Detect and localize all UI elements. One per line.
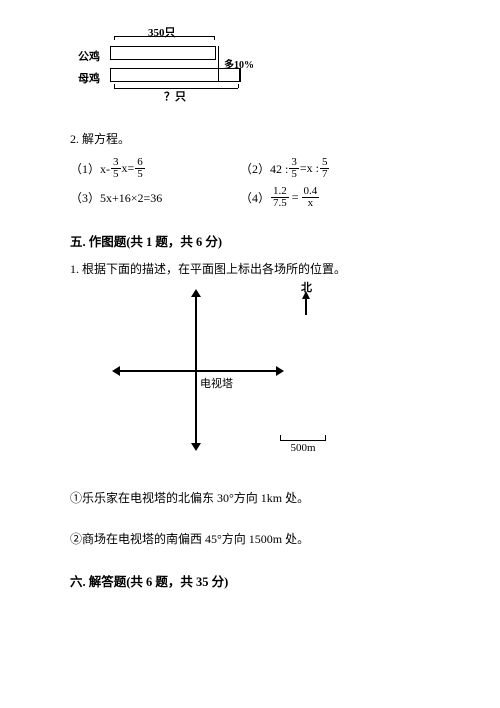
- q2-title: 2. 解方程。: [70, 130, 440, 147]
- row2-bar: [110, 68, 240, 82]
- sec5-q1: 1. 根据下面的描述，在平面图上标出各场所的位置。: [70, 260, 440, 277]
- extra-pct: 多10%: [224, 56, 254, 71]
- eq-4: （4） 1.27.5 = 0.4x: [240, 186, 410, 209]
- row1-bar: [110, 46, 216, 60]
- bottom-q: ？只: [164, 88, 186, 104]
- scale-label: 500m: [280, 442, 326, 454]
- row1-label: 公鸡: [78, 48, 100, 64]
- eq-1: （1）x- 35 x= 65: [70, 157, 240, 180]
- section-5-header: 五. 作图题(共 1 题，共 6 分): [70, 231, 440, 250]
- sec5-p2: ②商场在电视塔的南偏西 45°方向 1500m 处。: [70, 530, 440, 547]
- row2-label: 母鸡: [78, 70, 100, 86]
- sec5-p1: ①乐乐家在电视塔的北偏东 30°方向 1km 处。: [70, 489, 440, 506]
- chicken-diagram: 350只 公鸡 母鸡 多10% ？只: [70, 30, 270, 110]
- north-label: 北: [301, 279, 312, 295]
- coordinate-diagram: 北 电视塔 500m: [100, 285, 360, 465]
- section-6-header: 六. 解答题(共 6 题，共 35 分): [70, 571, 440, 590]
- top-count: 350只: [148, 24, 176, 40]
- eq-2: （2）42 : 35 =x : 57: [240, 157, 410, 180]
- center-label: 电视塔: [200, 375, 233, 391]
- eq-3: （3）5x+16×2=36: [70, 186, 240, 209]
